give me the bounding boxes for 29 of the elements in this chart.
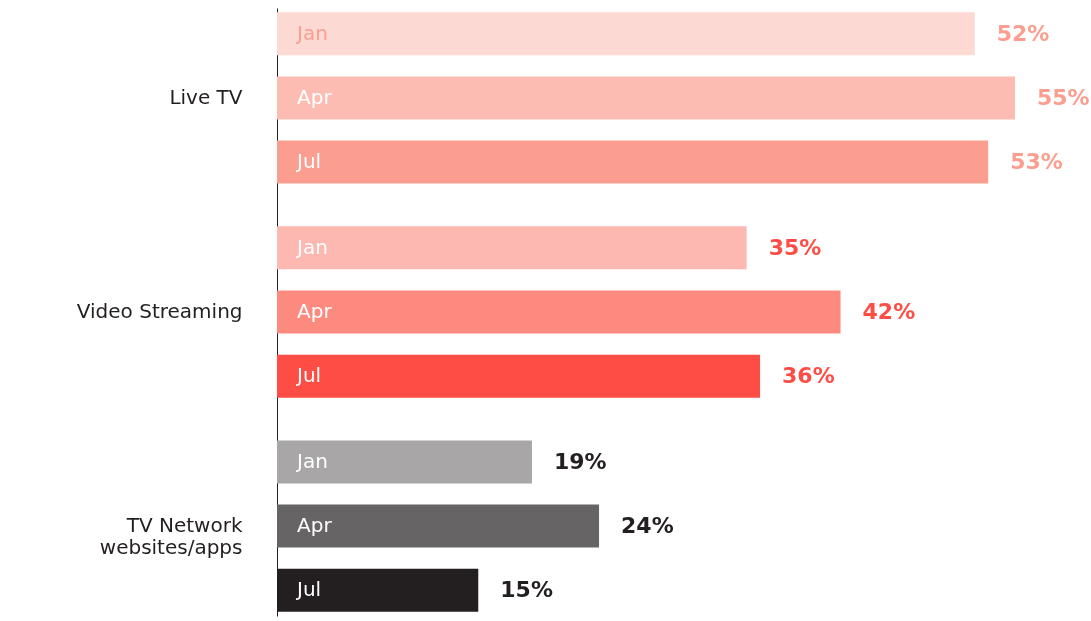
bar: [277, 504, 600, 548]
data-label: 19%: [553, 448, 607, 474]
data-label: 55%: [1037, 84, 1090, 110]
data-label: 35%: [768, 234, 822, 260]
bar: [277, 354, 761, 398]
data-label: 42%: [862, 299, 916, 324]
data-label: 36%: [782, 363, 835, 389]
text: Apr: [297, 84, 332, 109]
y-tick-label: Video Streaming: [76, 299, 243, 323]
text: Jan: [297, 20, 328, 45]
series-label: Apr: [297, 513, 333, 538]
bar: [277, 226, 747, 270]
data-label: 15%: [500, 577, 553, 603]
text: Apr: [297, 299, 332, 323]
text: Jul: [297, 149, 322, 174]
data-label: 53%: [1010, 149, 1063, 175]
bar: [277, 12, 975, 56]
bar: [277, 76, 1015, 120]
text: Jul: [297, 577, 322, 602]
data-label: 24%: [621, 513, 674, 539]
bar: [277, 140, 989, 184]
bar: [277, 290, 841, 334]
series-label: Jan: [295, 234, 328, 259]
y-tick-label: TV Network websites/apps: [99, 513, 243, 560]
text: Jan: [297, 448, 328, 473]
bar: [277, 440, 532, 484]
y-tick-label: Live TV: [169, 84, 243, 109]
data-label: 52%: [996, 20, 1050, 46]
series-label: Jul: [295, 363, 322, 388]
